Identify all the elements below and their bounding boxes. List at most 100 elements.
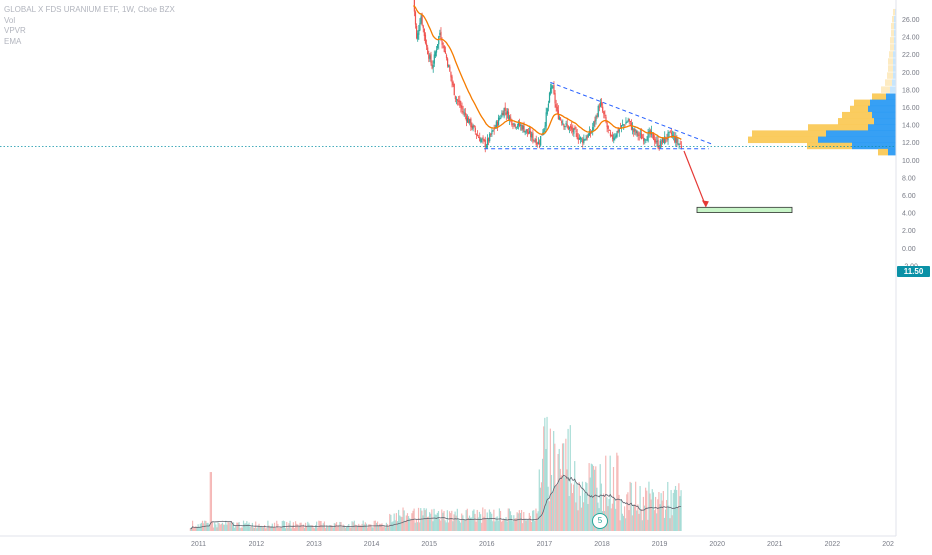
volume-bar [631,515,633,531]
vpvr-bar-up [870,99,896,107]
volume-bar [588,463,590,531]
volume-bar [629,481,631,531]
volume-bar [331,525,333,531]
volume-bar [567,428,569,531]
volume-bar [241,527,244,531]
candle-body [656,140,658,142]
candle-body [428,54,430,59]
volume-bar [302,524,304,531]
volume-bar [509,511,512,531]
vpvr-bar-up [894,23,896,30]
candle-body [435,49,438,53]
volume-bar [495,517,497,531]
symbol-title[interactable]: GLOBAL X FDS URANIUM ETF, 1W, Cboe BZX [4,5,175,14]
candle-body [572,128,574,132]
volume-bar [193,527,195,531]
candle-body [589,132,592,135]
volume-bar [458,520,461,531]
drawing-tools [0,81,896,214]
volume-bar [384,527,386,531]
vpvr-bar-down [890,37,894,44]
volume-bar [330,525,332,531]
candle-body [515,127,517,129]
volume-bar [190,527,193,531]
candle-body [472,125,474,130]
volume-bar [249,526,251,531]
volume-bar [497,520,499,531]
ema-curve [413,5,682,140]
candle-body [584,139,586,141]
volume-bar [225,520,227,531]
volume-bar [358,523,360,531]
candle-body [483,139,485,141]
volume-bar [589,477,591,531]
volume-bar [654,496,657,531]
candle-body [501,112,503,118]
candle-body [519,122,521,126]
volume-bar [591,464,594,531]
candle-body [440,31,442,40]
candle-body [437,44,439,49]
candle-body [525,129,527,132]
volume-bar [486,512,488,531]
volume-bar [504,519,506,531]
volume-bar [652,492,654,531]
candle-body [598,106,600,108]
volume-bar [649,493,651,531]
volume-bar [627,492,629,531]
volume-bar [471,517,473,531]
volume-bar [633,504,636,531]
volume-bar [452,521,454,531]
price-tick-label: 20.00 [902,70,920,77]
event-marker[interactable]: 5 [592,513,608,529]
candle-body [486,138,489,146]
candle-body [678,144,680,146]
time-tick-label: 2020 [709,541,725,548]
candle-body [464,112,466,116]
volume-bar [389,513,391,531]
volume-bar [281,521,283,531]
vpvr-bar-down [838,118,874,125]
volume-bar [350,527,352,531]
vpvr-bar-down [854,99,870,107]
vpvr-bar-up [874,118,896,125]
volume-bar [580,507,582,531]
vpvr-bar-down [881,86,890,93]
candle-body [462,110,464,113]
volume-bar [361,523,363,531]
candle-body [479,137,481,142]
volume-bar [636,510,638,531]
indicator-ema[interactable]: EMA [4,36,22,46]
volume-bar [574,461,576,531]
candle-body [579,137,582,140]
vpvr-bar-up [894,37,896,44]
candle-body [530,131,532,138]
volume-bar [608,499,610,531]
candle-body [456,99,459,101]
volume-bar [630,482,632,531]
volume-bar [279,527,281,531]
candle-body [602,106,604,112]
candle-body [531,133,533,138]
vpvr-bar-up [893,72,896,79]
candle-body [445,54,448,58]
volume-bar [341,527,343,531]
volume-bar [419,522,421,531]
indicator-vol[interactable]: Vol [4,15,16,25]
volume-bar [530,521,533,531]
volume-bar [485,518,487,531]
candle-body [524,130,526,133]
volume-bar [673,489,676,531]
candle-body [520,125,522,127]
volume-bar [215,524,217,531]
volume-bar [231,524,234,531]
indicator-vpvr[interactable]: VPVR [4,26,26,35]
volume-bar [518,510,520,531]
candle-body [500,117,502,119]
volume-bar [303,527,306,531]
volume-bar [661,500,663,531]
volume-bar [280,526,282,531]
volume-bar [263,524,266,531]
